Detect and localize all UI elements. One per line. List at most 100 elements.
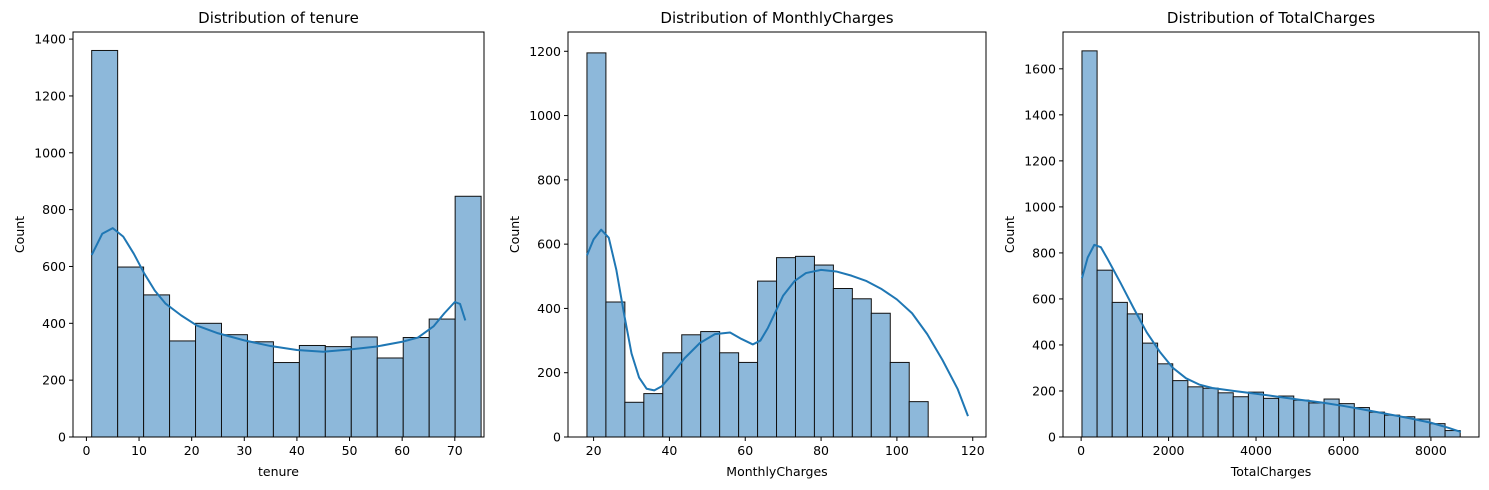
y-tick-label: 800 — [1032, 245, 1056, 260]
histogram-bar — [908, 401, 929, 438]
y-tick-label: 1200 — [529, 44, 561, 59]
x-tick-label: 60 — [394, 443, 410, 458]
chart-panel-2: 20 40 60 80 100 120020040060080010001200Distr… — [507, 9, 987, 479]
chart-title: Distribution of TotalCharges — [1167, 9, 1375, 27]
histogram-bar — [195, 322, 222, 438]
histogram-bar — [1353, 407, 1370, 438]
y-tick-label: 200 — [537, 365, 561, 380]
y-tick-label: 1400 — [1024, 107, 1056, 122]
histogram-bar — [889, 361, 910, 438]
histogram-bar — [1187, 386, 1204, 438]
histogram-bar — [1247, 391, 1265, 438]
histogram-bar — [851, 298, 872, 438]
y-tick-label: 200 — [42, 373, 66, 388]
chart-title: Distribution of MonthlyCharges — [660, 9, 893, 27]
y-tick-label: 600 — [42, 259, 66, 274]
histogram-bar — [454, 195, 482, 438]
axes-frame — [72, 31, 485, 438]
histogram-bar — [700, 331, 721, 438]
histogram-bar — [757, 280, 778, 438]
x-tick-label: 60 — [737, 443, 753, 458]
x-tick-label: 0 — [1077, 443, 1085, 458]
x-tick-label: 20 — [184, 443, 200, 458]
kde-line — [90, 227, 467, 353]
axes-frame — [1062, 31, 1480, 438]
kde-line — [1081, 243, 1462, 433]
x-tick-label: 80 — [813, 443, 829, 458]
y-tick-label: 1000 — [529, 108, 561, 123]
y-tick-label: 0 — [553, 430, 561, 445]
chart-panel-3: 0 2000 4000 6000 8000 0 200 400 600 800 1000 1200 14… — [1002, 9, 1480, 479]
histogram-bar — [91, 49, 119, 438]
y-tick-label: 400 — [537, 301, 561, 316]
histogram-bar — [719, 352, 740, 438]
histogram-bar — [681, 334, 702, 438]
histogram-bar — [402, 337, 430, 438]
histogram-bar — [1308, 402, 1325, 438]
histogram-bar — [169, 340, 197, 438]
y-tick-label: 800 — [537, 172, 561, 187]
histogram-bar — [1141, 342, 1159, 438]
histogram-bar — [605, 301, 626, 438]
histogram-bar — [1232, 396, 1249, 438]
histogram-bar — [220, 334, 248, 438]
histogram-bar — [117, 266, 145, 438]
histogram-bar — [1338, 403, 1355, 438]
x-tick-label: 0 — [82, 443, 90, 458]
kde-line — [586, 228, 969, 417]
x-tick-label: 40 — [289, 443, 305, 458]
histogram-bar — [1293, 399, 1310, 438]
y-tick-label: 1000 — [34, 145, 66, 160]
histogram-bar — [1368, 411, 1386, 438]
histogram-bar — [1278, 395, 1295, 438]
histogram-bar — [143, 294, 171, 438]
histogram-bar — [813, 264, 834, 438]
y-tick-label: 600 — [1032, 291, 1056, 306]
y-tick-label: 0 — [1048, 430, 1056, 445]
x-axis-label: TotalCharges — [1230, 464, 1312, 479]
x-tick-label: 2000 — [1153, 443, 1185, 458]
histogram-bar — [1126, 313, 1143, 438]
y-tick-label: 1000 — [1024, 199, 1056, 214]
y-tick-label: 1200 — [34, 88, 66, 103]
y-tick-label: 200 — [1032, 383, 1056, 398]
y-axis-label: Count — [12, 216, 27, 253]
histogram-bar — [1172, 380, 1189, 438]
y-tick-label: 400 — [42, 316, 66, 331]
histogram-bar — [246, 341, 274, 438]
y-tick-label: 0 — [58, 430, 66, 445]
histogram-bar — [586, 52, 607, 438]
y-axis-label: Count — [1002, 216, 1017, 253]
chart-panel-1: 0 10 20 30 40 50 60 70 0 200 400 600 800 1000 1200 1400… — [12, 9, 485, 479]
histogram-bar — [832, 288, 853, 438]
axes-frame — [567, 31, 987, 438]
chart-title: Distribution of tenure — [198, 9, 359, 27]
x-tick-label: 6000 — [1328, 443, 1360, 458]
histogram-bar — [738, 361, 759, 438]
histogram-bar — [272, 362, 300, 438]
histogram-bar — [643, 393, 664, 438]
y-tick-label: 400 — [1032, 337, 1056, 352]
y-tick-label: 1400 — [34, 32, 66, 47]
histogram-bar — [298, 344, 326, 438]
x-tick-label: 4000 — [1240, 443, 1272, 458]
histogram-bar — [1157, 363, 1174, 438]
y-tick-label: 600 — [537, 237, 561, 252]
histogram-bar — [324, 346, 352, 438]
histogram-bar — [624, 401, 645, 438]
x-tick-label: 100 — [885, 443, 909, 458]
histogram-bar — [1384, 414, 1401, 438]
x-tick-label: 50 — [342, 443, 358, 458]
x-tick-label: 8000 — [1415, 443, 1447, 458]
histogram-bar — [350, 336, 378, 438]
histogram-bar — [1111, 301, 1128, 438]
histogram-bar — [428, 318, 456, 438]
x-tick-label: 20 — [586, 443, 602, 458]
x-axis-label: tenure — [258, 464, 299, 479]
y-axis-label: Count — [507, 216, 522, 253]
x-tick-label: 120 — [961, 443, 985, 458]
y-tick-label: 1600 — [1024, 61, 1056, 76]
x-tick-label: 40 — [661, 443, 677, 458]
x-tick-label: 70 — [447, 443, 463, 458]
